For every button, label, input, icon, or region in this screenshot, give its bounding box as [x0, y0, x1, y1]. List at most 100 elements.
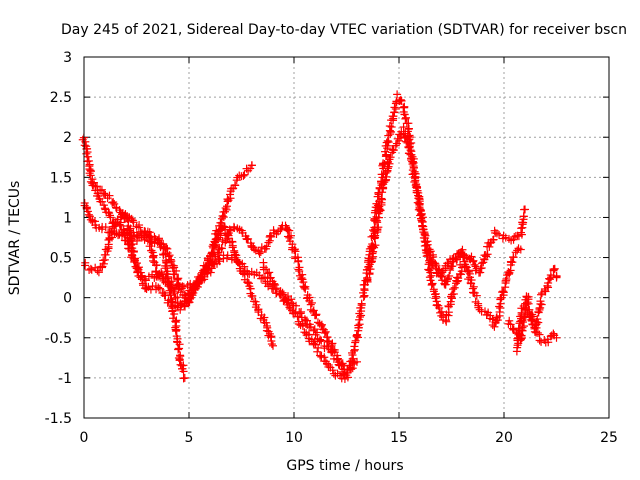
data-point: [101, 223, 110, 232]
data-point: [133, 267, 142, 276]
data-point: [99, 259, 108, 268]
data-point: [243, 235, 252, 244]
data-point: [265, 268, 274, 277]
data-point: [483, 250, 492, 259]
data-point: [458, 252, 467, 261]
data-point: [403, 138, 412, 147]
data-point: [513, 343, 522, 352]
data-point: [317, 336, 326, 345]
data-point: [285, 226, 294, 235]
data-point: [351, 338, 360, 347]
data-point: [108, 198, 117, 207]
data-point: [385, 122, 394, 131]
data-point: [211, 240, 220, 249]
data-point: [238, 269, 247, 278]
data-point: [349, 354, 358, 363]
data-point: [523, 298, 532, 307]
data-point: [155, 269, 164, 278]
data-point: [136, 271, 145, 280]
data-point: [516, 245, 525, 254]
data-point: [322, 342, 331, 351]
data-point: [320, 328, 329, 337]
tick-layer: -1.5 -1 -0.5 0 0.5 1 1.5 2 2.5 3 0 5 10 15 20 25: [45, 50, 618, 446]
data-point: [350, 342, 359, 351]
data-point: [233, 173, 242, 182]
data-point: [147, 246, 156, 255]
data-point: [240, 170, 249, 179]
data-point: [210, 241, 219, 250]
data-point: [129, 254, 138, 263]
data-point: [255, 249, 264, 258]
data-point: [390, 103, 399, 112]
data-point: [314, 343, 323, 352]
data-point: [171, 293, 180, 302]
data-point: [520, 322, 529, 331]
data-point: [220, 207, 229, 216]
data-point: [85, 212, 94, 221]
data-point: [272, 284, 281, 293]
data-point: [388, 112, 397, 121]
data-point: [373, 225, 382, 234]
data-point: [128, 216, 137, 225]
data-point: [412, 186, 421, 195]
data-point: [230, 246, 239, 255]
data-point: [165, 251, 174, 260]
data-point: [243, 278, 252, 287]
data-point: [422, 252, 431, 261]
data-point: [475, 305, 484, 314]
data-point: [98, 197, 107, 206]
data-point: [397, 96, 406, 105]
data-point: [298, 322, 307, 331]
data-point: [301, 284, 310, 293]
data-point: [459, 253, 468, 262]
data-point: [502, 275, 511, 284]
data-point: [449, 289, 458, 298]
data-point: [386, 153, 395, 162]
data-point: [173, 274, 182, 283]
data-point: [120, 229, 129, 238]
data-point: [407, 154, 416, 163]
x-axis-label: GPS time / hours: [286, 458, 403, 474]
data-point: [231, 181, 240, 190]
data-point: [428, 279, 437, 288]
data-point: [176, 305, 185, 314]
data-point: [228, 241, 237, 250]
data-point: [307, 298, 316, 307]
data-point: [408, 160, 417, 169]
data-point: [172, 281, 181, 290]
data-point: [83, 207, 92, 216]
data-point: [391, 141, 400, 150]
data-point: [86, 264, 95, 273]
data-point: [110, 199, 119, 208]
data-point: [126, 224, 135, 233]
data-point: [124, 226, 133, 235]
data-point: [258, 274, 267, 283]
data-point: [338, 359, 347, 368]
data-point: [506, 320, 515, 329]
data-point: [276, 225, 285, 234]
plot-frame: [83, 56, 610, 419]
data-point: [167, 257, 176, 266]
data-point: [445, 271, 454, 280]
data-point: [264, 238, 273, 247]
data-point: [371, 241, 380, 250]
y-tick-label: -0.5: [45, 331, 72, 347]
data-point: [469, 256, 478, 265]
data-point: [275, 289, 284, 298]
data-point: [293, 312, 302, 321]
data-point: [552, 333, 561, 342]
data-point: [513, 246, 522, 255]
data-point: [382, 172, 391, 181]
data-point: [322, 359, 331, 368]
data-point: [173, 338, 182, 347]
data-point: [105, 191, 114, 200]
data-point: [174, 345, 183, 354]
data-point: [419, 233, 428, 242]
data-point: [159, 239, 168, 248]
data-point: [449, 285, 458, 294]
data-point: [287, 295, 296, 304]
data-point: [159, 276, 168, 285]
data-point: [106, 228, 115, 237]
